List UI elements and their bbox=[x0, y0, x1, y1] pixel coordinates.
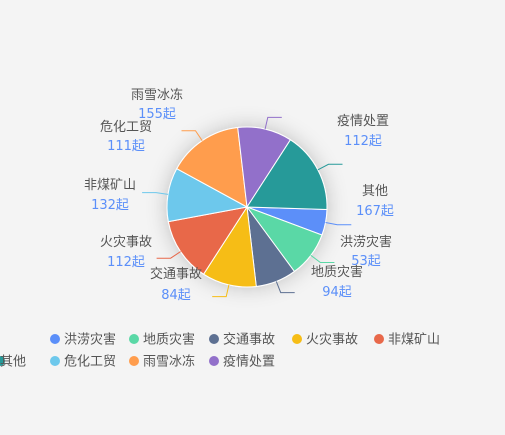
slice-label-value-2: 94起 bbox=[322, 285, 352, 300]
leader-line-3 bbox=[275, 281, 295, 294]
pie-slice-9[interactable] bbox=[246, 139, 328, 211]
legend-label-8: 疫情处置 bbox=[223, 354, 275, 370]
slice-label-name-5: 非煤矿山 bbox=[84, 178, 136, 193]
legend-swatch-5 bbox=[374, 334, 384, 344]
legend-item-8[interactable]: 疫情处置 bbox=[209, 354, 275, 370]
slice-label-name-7: 雨雪冰冻 bbox=[131, 87, 183, 103]
legend-item-5[interactable]: 非煤矿山 bbox=[374, 333, 440, 348]
legend-item-3[interactable]: 交通事故 bbox=[209, 332, 275, 348]
legend-label-1: 洪涝灾害 bbox=[64, 332, 116, 348]
slice-label-value-4: 112起 bbox=[107, 255, 145, 270]
slice-label-value-9: 167起 bbox=[356, 204, 394, 219]
leader-line-8 bbox=[264, 116, 282, 130]
leader-line-6 bbox=[142, 192, 169, 195]
slice-label-name-1: 洪涝灾害 bbox=[340, 234, 392, 250]
legend-swatch-3 bbox=[209, 334, 219, 344]
legend-label-7: 雨雪冰冻 bbox=[143, 354, 195, 370]
slice-label-value-7: 155起 bbox=[138, 107, 176, 122]
pie-slices bbox=[166, 126, 328, 288]
legend-item-9[interactable]: 其他 bbox=[0, 355, 26, 370]
pie-slice-7[interactable] bbox=[176, 126, 248, 208]
legend-label-5: 非煤矿山 bbox=[388, 333, 440, 348]
legend-label-3: 交通事故 bbox=[223, 332, 275, 348]
legend-label-9: 其他 bbox=[0, 355, 26, 370]
legend-swatch-8 bbox=[209, 356, 219, 366]
legend-swatch-6 bbox=[50, 356, 60, 366]
leader-line-5 bbox=[156, 251, 181, 259]
slice-label-value-1: 53起 bbox=[351, 254, 381, 269]
legend-label-2: 地质灾害 bbox=[143, 332, 195, 348]
legend-item-7[interactable]: 雨雪冰冻 bbox=[129, 354, 195, 370]
legend-swatch-7 bbox=[129, 356, 139, 366]
legend-item-2[interactable]: 地质灾害 bbox=[129, 332, 195, 348]
leader-line-9 bbox=[317, 163, 343, 171]
legend-swatch-2 bbox=[129, 334, 139, 344]
legend-item-1[interactable]: 洪涝灾害 bbox=[50, 332, 116, 348]
slice-labels: 洪涝灾害53起地质灾害94起交通事故84起火灾事故112起非煤矿山132起危化工… bbox=[84, 87, 394, 303]
slice-label-name-9: 其他 bbox=[362, 184, 388, 199]
legend-label-6: 危化工贸 bbox=[64, 355, 116, 370]
leader-line-4 bbox=[212, 284, 230, 298]
leader-line-2 bbox=[310, 254, 335, 263]
slice-label-value-6: 111起 bbox=[107, 139, 145, 154]
legend-swatch-1 bbox=[50, 334, 60, 344]
slice-label-value-5: 132起 bbox=[91, 198, 129, 213]
pie-slice-5[interactable] bbox=[167, 206, 249, 275]
legend-swatch-4 bbox=[292, 334, 302, 344]
leader-line-1 bbox=[325, 222, 352, 226]
slice-label-name-2: 地质灾害 bbox=[311, 264, 363, 280]
slice-label-name-6: 危化工贸 bbox=[100, 120, 152, 135]
legend-label-4: 火灾事故 bbox=[306, 332, 358, 348]
slice-label-name-8: 疫情处置 bbox=[337, 113, 389, 129]
slice-label-value-8: 112起 bbox=[344, 134, 382, 149]
slice-label-name-3: 交通事故 bbox=[150, 266, 202, 282]
legend-swatch-9 bbox=[0, 356, 5, 366]
slice-label-name-4: 火灾事故 bbox=[100, 234, 152, 250]
leader-line-7 bbox=[181, 130, 203, 141]
legend-item-4[interactable]: 火灾事故 bbox=[292, 332, 358, 348]
legend-item-6[interactable]: 危化工贸 bbox=[50, 355, 116, 370]
slice-label-value-3: 84起 bbox=[161, 288, 191, 303]
